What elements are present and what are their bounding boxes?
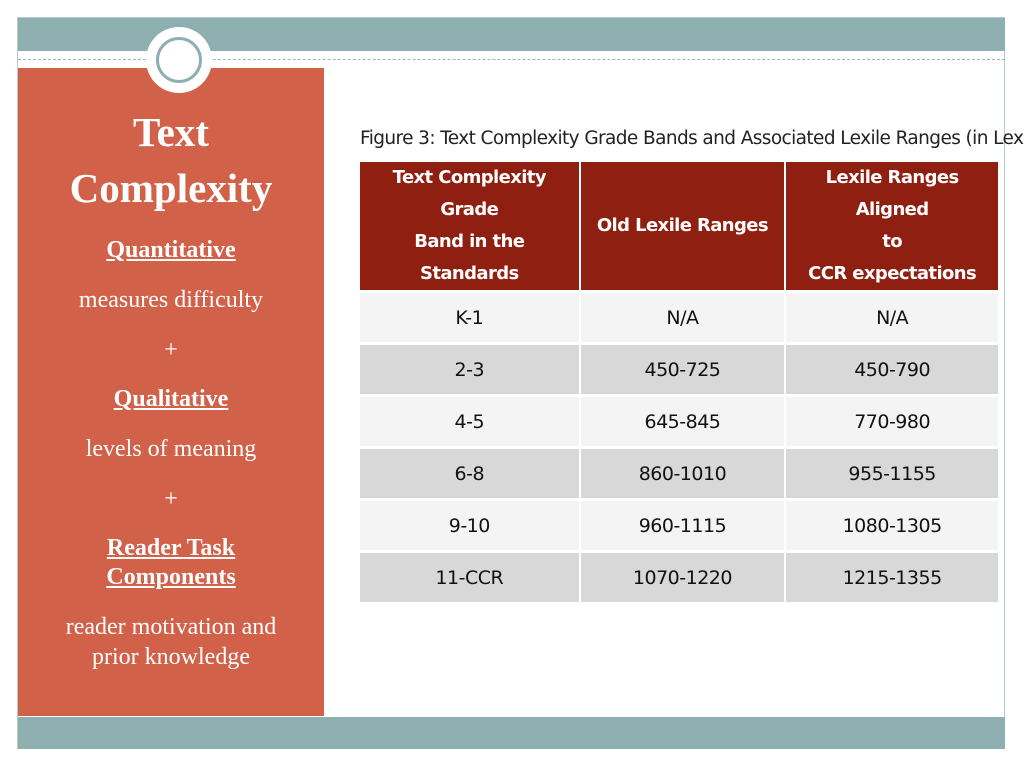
cell-aligned: 955-1155 [786,449,998,501]
cell-aligned: 1080-1305 [786,501,998,553]
quantitative-heading: Quantitative [106,237,236,263]
reader-text-line-2: prior knowledge [92,644,250,670]
left-panel: Text Complexity Quantitative measures di… [18,68,324,716]
figure-caption: Figure 3: Text Complexity Grade Bands an… [360,128,1024,149]
cell-old: 1070-1220 [580,553,787,605]
slide-title: Text Complexity [32,104,310,216]
header-grade-band-line-1: Text Complexity Grade [392,167,547,220]
cell-old: N/A [580,293,787,345]
reader-task-heading: Reader Task Components [32,534,310,592]
table-row: 9-10 960-1115 1080-1305 [360,501,998,553]
header-aligned-line-3: CCR expectations [808,263,977,284]
plus-sign-2: + [164,486,178,512]
cell-band: 2-3 [360,345,581,397]
reader-heading-line-2: Components [106,564,236,590]
title-line-1: Text [133,109,209,155]
header-grade-band: Text Complexity Grade Band in the Standa… [360,162,581,293]
cell-band: 11-CCR [360,553,581,605]
header-aligned-line-2: to [882,231,903,252]
header-aligned-line-1: Lexile Ranges Aligned [825,167,960,220]
title-line-2: Complexity [69,165,273,211]
divider-line [18,59,1005,60]
cell-aligned: 450-790 [786,345,998,397]
header-old-lexile: Old Lexile Ranges [580,162,787,293]
qualitative-heading: Qualitative [113,386,229,412]
table-row: 6-8 860-1010 955-1155 [360,449,998,501]
cell-band: 6-8 [360,449,581,501]
cell-band: K-1 [360,293,581,345]
cell-aligned: 1215-1355 [786,553,998,605]
cell-old: 860-1010 [580,449,787,501]
reader-heading-line-1: Reader Task [106,535,236,561]
table-row: K-1 N/A N/A [360,293,998,345]
lexile-table: Text Complexity Grade Band in the Standa… [360,162,998,605]
ring-icon [156,37,202,83]
cell-old: 450-725 [580,345,787,397]
quantitative-text: measures difficulty [78,287,264,313]
header-old-lexile-text: Old Lexile Ranges [596,215,769,236]
table-row: 2-3 450-725 450-790 [360,345,998,397]
cell-aligned: N/A [786,293,998,345]
bottom-band [18,717,1005,749]
cell-old: 645-845 [580,397,787,449]
cell-old: 960-1115 [580,501,787,553]
header-grade-band-line-2: Band in the Standards [414,231,525,284]
reader-task-text: reader motivation and prior knowledge [32,612,310,672]
table-header-row: Text Complexity Grade Band in the Standa… [360,162,998,293]
cell-band: 9-10 [360,501,581,553]
table-row: 11-CCR 1070-1220 1215-1355 [360,553,998,605]
table-row: 4-5 645-845 770-980 [360,397,998,449]
reader-text-line-1: reader motivation and [65,614,277,640]
qualitative-text: levels of meaning [85,436,257,462]
plus-sign-1: + [164,337,178,363]
circle-ornament [146,27,212,93]
cell-aligned: 770-980 [786,397,998,449]
header-aligned-lexile: Lexile Ranges Aligned to CCR expectation… [786,162,998,293]
cell-band: 4-5 [360,397,581,449]
